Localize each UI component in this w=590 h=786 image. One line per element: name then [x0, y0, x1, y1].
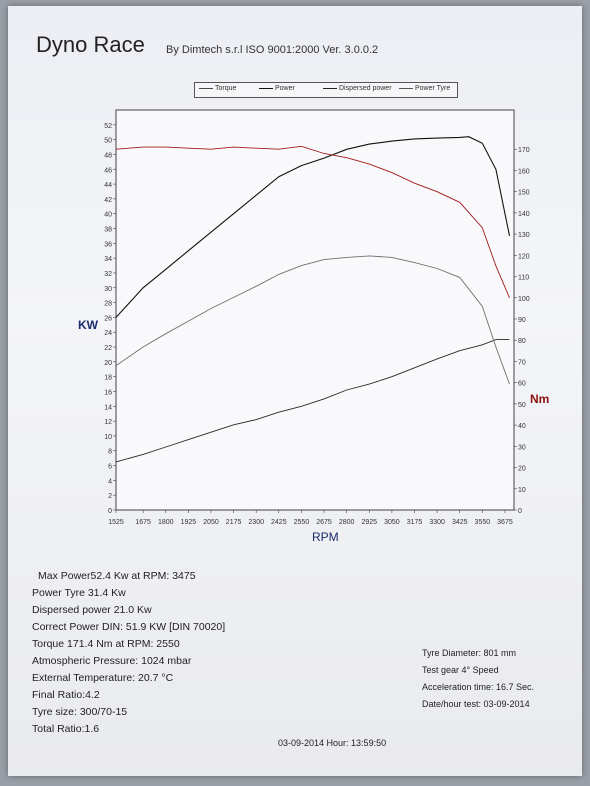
y-tick-label: 28: [104, 301, 112, 308]
y-tick-label: 38: [104, 227, 112, 234]
legend-item-torque: Torque: [199, 85, 236, 92]
y2-tick-label: 50: [518, 402, 526, 409]
y-tick-label: 20: [104, 360, 112, 367]
y-tick-label: 6: [108, 464, 112, 471]
x-tick-label: 2050: [203, 519, 219, 526]
x-tick-label: 2425: [271, 519, 287, 526]
y-tick-label: 22: [104, 345, 112, 352]
y2-tick-label: 10: [518, 487, 526, 494]
info-date-hour-test: Date/hour test: 03-09-2014: [422, 699, 530, 709]
x-tick-label: 2175: [226, 519, 242, 526]
footer-timestamp: 03-09-2014 Hour: 13:59:50: [278, 738, 387, 748]
legend-item-power: Power: [259, 85, 295, 92]
x-tick-label: 3300: [429, 519, 445, 526]
y-tick-label: 14: [104, 404, 112, 411]
info-tyre-diameter: Tyre Diameter: 801 mm: [422, 648, 517, 658]
stat-atmospheric-pressure: Atmospheric Pressure: 1024 mbar: [32, 655, 192, 667]
y-tick-label: 42: [104, 197, 112, 204]
x-tick-label: 3175: [407, 519, 423, 526]
x-tick-label: 2300: [248, 519, 264, 526]
y-tick-label: 36: [104, 241, 112, 248]
x-tick-label: 3550: [475, 519, 491, 526]
y-tick-label: 4: [108, 478, 112, 485]
y-tick-label: 52: [104, 123, 112, 130]
stat-power-tyre: Power Tyre 31.4 Kw: [32, 587, 126, 599]
x-tick-label: 1675: [135, 519, 151, 526]
y2-tick-label: 160: [518, 168, 530, 175]
y-tick-label: 30: [104, 286, 112, 293]
plot-area: [115, 109, 515, 511]
stat-external-temperature: External Temperature: 20.7 °C: [32, 672, 174, 684]
x-tick-label: 2550: [294, 519, 310, 526]
y-tick-label: 16: [104, 389, 112, 396]
y-tick-label: 50: [104, 138, 112, 145]
y-tick-label: 0: [108, 508, 112, 515]
y2-tick-label: 140: [518, 211, 530, 218]
y-tick-label: 32: [104, 271, 112, 278]
y2-tick-label: 130: [518, 232, 530, 239]
info-test-gear: Test gear 4° Speed: [422, 665, 499, 675]
x-tick-label: 2800: [339, 519, 355, 526]
dyno-chart: 0246810121416182022242628303234363840424…: [104, 109, 530, 526]
x-tick-label: 1925: [181, 519, 197, 526]
y2-tick-label: 80: [518, 338, 526, 345]
y2-tick-label: 100: [518, 296, 530, 303]
y2-tick-label: 150: [518, 190, 530, 197]
chart-legend: Torque Power Dispersed power Power Tyre: [194, 82, 458, 98]
info-acceleration-time: Acceleration time: 16.7 Sec.: [422, 682, 535, 692]
y-tick-label: 48: [104, 152, 112, 159]
y-tick-label: 2: [108, 493, 112, 500]
y-tick-label: 24: [104, 330, 112, 337]
y-tick-label: 26: [104, 315, 112, 322]
y2-tick-label: 20: [518, 466, 526, 473]
y-tick-label: 34: [104, 256, 112, 263]
series-line-dispersed-power: [115, 339, 510, 463]
stat-torque: Torque 171.4 Nm at RPM: 2550: [32, 638, 180, 650]
x-tick-label: 3050: [384, 519, 400, 526]
stat-final-ratio: Final Ratio:4.2: [32, 689, 100, 701]
y-tick-label: 44: [104, 182, 112, 189]
stat-dispersed-power: Dispersed power 21.0 Kw: [32, 604, 152, 616]
legend-item-power-tyre: Power Tyre: [399, 85, 450, 92]
stat-total-ratio: Total Ratio:1.6: [32, 723, 100, 735]
x-tick-label: 2675: [316, 519, 332, 526]
y-tick-label: 8: [108, 449, 112, 456]
left-axis-label: KW: [78, 318, 98, 332]
x-axis-label: RPM: [312, 530, 339, 544]
y2-tick-label: 70: [518, 359, 526, 366]
app-title: Dyno Race: [36, 32, 145, 57]
y2-tick-label: 60: [518, 381, 526, 388]
y2-tick-label: 110: [518, 275, 529, 282]
stat-tyre-size: Tyre size: 300/70-15: [32, 706, 128, 718]
legend-item-dispersed-power: Dispersed power: [323, 85, 392, 92]
series-line-power-tyre: [115, 255, 510, 385]
x-tick-label: 1800: [158, 519, 174, 526]
y2-tick-label: 120: [518, 253, 530, 260]
series-line-power: [115, 136, 511, 318]
y-tick-label: 10: [104, 434, 112, 441]
x-tick-label: 3425: [452, 519, 468, 526]
y-tick-label: 12: [104, 419, 112, 426]
y-tick-label: 46: [104, 167, 112, 174]
y-tick-label: 18: [104, 375, 112, 382]
x-tick-label: 2925: [361, 519, 377, 526]
y2-tick-label: 40: [518, 423, 526, 430]
app-subtitle: By Dimtech s.r.l ISO 9001:2000 Ver. 3.0.…: [166, 44, 379, 56]
x-tick-label: 1525: [108, 519, 124, 526]
y2-tick-label: 170: [518, 147, 530, 154]
series-line-torque: [115, 145, 510, 298]
x-tick-label: 3675: [497, 519, 513, 526]
dyno-report-page: Dyno Race By Dimtech s.r.l ISO 9001:2000…: [8, 6, 582, 776]
right-axis-label: Nm: [530, 392, 550, 406]
stat-max-power: Max Power52.4 Kw at RPM: 3475: [38, 570, 196, 582]
y2-tick-label: 90: [518, 317, 526, 324]
y2-tick-label: 0: [518, 508, 522, 515]
y2-tick-label: 30: [518, 444, 526, 451]
stat-correct-power: Correct Power DIN: 51.9 KW [DIN 70020]: [32, 621, 226, 633]
y-tick-label: 40: [104, 212, 112, 219]
